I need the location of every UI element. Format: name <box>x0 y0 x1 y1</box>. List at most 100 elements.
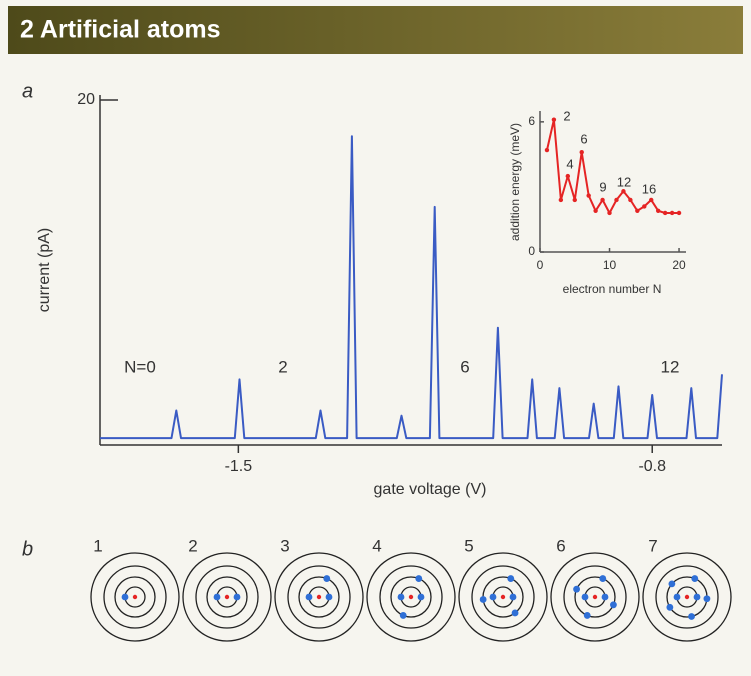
orbit <box>458 552 548 642</box>
electron <box>489 593 497 601</box>
annotation: 2 <box>563 108 570 123</box>
y-axis-label: current (pA) <box>36 228 53 312</box>
data-point <box>642 204 647 209</box>
electron <box>610 601 617 609</box>
electron <box>691 575 699 582</box>
data-point <box>586 193 591 198</box>
atom-label: 3 <box>280 536 289 555</box>
x-axis-label: gate voltage (V) <box>374 481 487 498</box>
orbit <box>114 576 156 618</box>
nucleus <box>592 594 598 600</box>
x-tick-label: 20 <box>672 258 686 272</box>
atom-label: 2 <box>188 536 197 555</box>
orbit <box>287 565 351 629</box>
data-point <box>676 210 682 216</box>
data-point <box>607 210 612 216</box>
electron <box>397 593 405 601</box>
atom-label: 6 <box>556 536 565 555</box>
data-point <box>579 150 584 155</box>
orbit <box>471 565 535 629</box>
data-point <box>572 197 577 203</box>
header-bar <box>8 6 743 54</box>
atom-label: 4 <box>372 536 381 555</box>
annotation: 12 <box>617 174 631 189</box>
y-tick-label: 20 <box>77 91 95 108</box>
data-point <box>628 197 633 203</box>
x-tick-label: -1.5 <box>225 458 253 475</box>
data-point <box>600 197 605 203</box>
electron <box>703 595 711 603</box>
electron <box>417 593 425 601</box>
electron <box>399 612 407 619</box>
electron <box>583 612 591 619</box>
electron <box>507 575 515 582</box>
data-point <box>565 173 571 179</box>
data-point <box>655 208 661 213</box>
nucleus <box>132 594 138 600</box>
orbit <box>274 552 364 642</box>
data-point <box>621 189 626 194</box>
electron <box>673 593 681 601</box>
orbit <box>103 565 167 629</box>
electron <box>688 613 695 620</box>
panel-label: a <box>22 80 33 102</box>
atom-label: 1 <box>93 536 102 555</box>
nucleus <box>684 594 690 600</box>
data-point <box>614 197 619 203</box>
annotation: 9 <box>599 179 606 194</box>
data-point <box>649 197 654 203</box>
data-point <box>544 147 550 153</box>
orbit <box>206 576 248 618</box>
electron <box>668 580 676 588</box>
data-point <box>558 197 564 203</box>
electron <box>599 575 607 582</box>
nucleus <box>316 594 322 600</box>
data-point <box>635 208 640 213</box>
orbit <box>563 565 627 629</box>
data-point <box>593 208 598 213</box>
x-tick-label: -0.8 <box>638 458 666 475</box>
orbit <box>366 552 456 642</box>
y-tick-label: 0 <box>528 244 535 258</box>
annotation: 4 <box>566 156 573 171</box>
electron <box>233 593 241 601</box>
data-point <box>551 117 557 122</box>
electron <box>511 609 519 617</box>
nucleus <box>408 594 414 600</box>
y-tick-label: 6 <box>528 114 535 128</box>
electron <box>573 585 580 593</box>
orbit <box>379 565 443 629</box>
header-title: 2 Artificial atoms <box>20 16 221 44</box>
electron <box>213 593 221 601</box>
x-tick-label: 10 <box>603 258 617 272</box>
electron <box>323 575 331 582</box>
annotation: 12 <box>661 357 680 376</box>
orbit <box>574 576 616 618</box>
electron <box>121 593 129 601</box>
data-point <box>662 210 668 216</box>
electron <box>325 593 333 601</box>
x-tick-label: 0 <box>537 258 544 272</box>
annotation: 6 <box>460 357 469 376</box>
data-line <box>100 135 723 440</box>
electron <box>305 593 313 601</box>
orbit <box>298 576 340 618</box>
electron <box>509 593 517 601</box>
orbit <box>390 576 432 618</box>
electron <box>415 575 423 582</box>
data-point <box>669 210 675 216</box>
nucleus <box>224 594 230 600</box>
annotation: 16 <box>642 181 656 196</box>
atom-label: 5 <box>464 536 473 555</box>
electron <box>693 593 701 601</box>
electron <box>666 603 674 611</box>
electron <box>601 593 609 601</box>
electron <box>479 596 487 603</box>
x-axis-label: electron number N <box>563 282 662 296</box>
orbit <box>550 552 640 642</box>
orbit <box>182 552 272 642</box>
electron <box>581 593 589 601</box>
